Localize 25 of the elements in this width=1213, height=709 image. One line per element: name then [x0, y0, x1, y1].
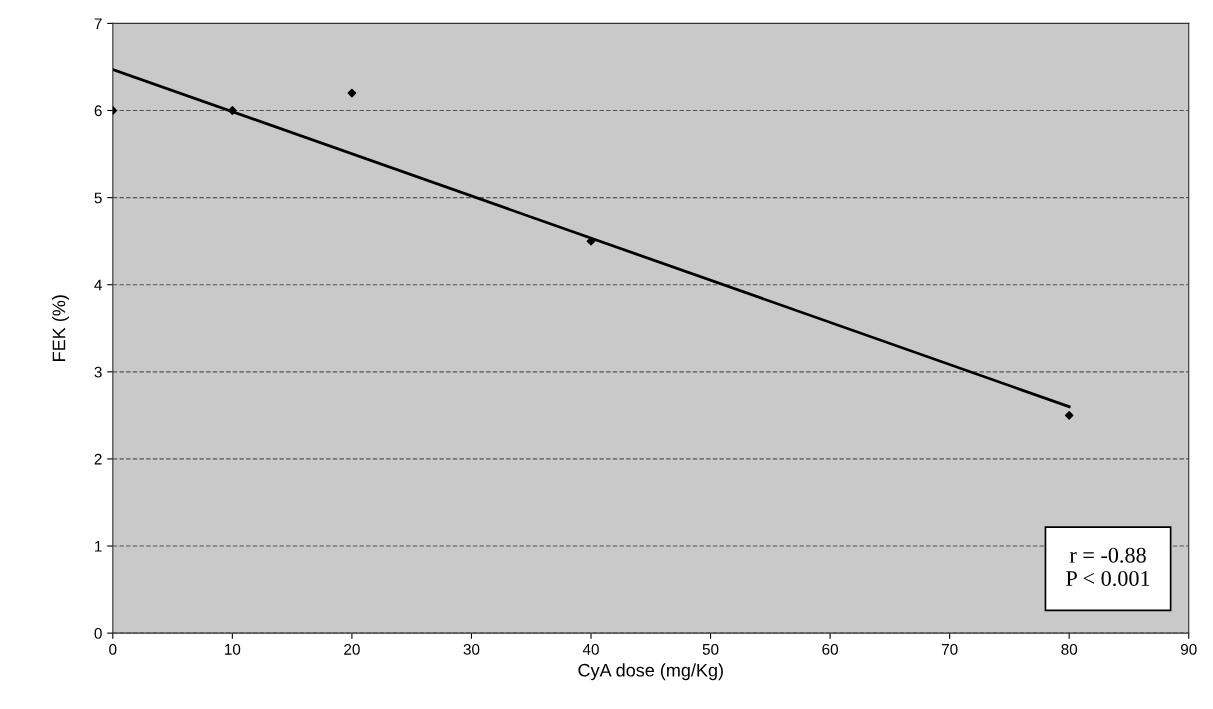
point [227, 106, 237, 115]
x-tick-label: 90 [1180, 643, 1197, 655]
x-tick-label: 30 [463, 643, 480, 655]
point [347, 88, 357, 98]
y-tick-label: 6 [94, 105, 102, 117]
x-tick-label: 10 [225, 643, 241, 655]
x-tick-label: 70 [941, 643, 958, 655]
x-tick-label: 60 [822, 643, 838, 655]
x-tick-label: 40 [582, 643, 599, 655]
x-tick-label: 50 [702, 643, 719, 655]
y-tick-label: 3 [94, 366, 102, 378]
y-axis-title: FEK (%) [52, 295, 69, 361]
y-tick-label: 1 [95, 541, 102, 552]
x-tick-label: 0 [109, 643, 117, 655]
x-tick-label: 80 [1061, 643, 1078, 655]
y-tick-label: 2 [94, 453, 102, 465]
point [586, 236, 596, 246]
annotation: r = -0.88 P < 0.001 [1066, 547, 1150, 587]
y-tick-label: 0 [94, 628, 102, 639]
y-tick-label: 5 [94, 192, 102, 204]
point [1064, 411, 1074, 420]
y-tick-label: 7 [94, 18, 102, 29]
x-axis-title: CyA dose (mg/Kg) [578, 663, 723, 681]
y-tick-label: 4 [94, 279, 102, 291]
x-tick-label: 20 [344, 643, 360, 655]
